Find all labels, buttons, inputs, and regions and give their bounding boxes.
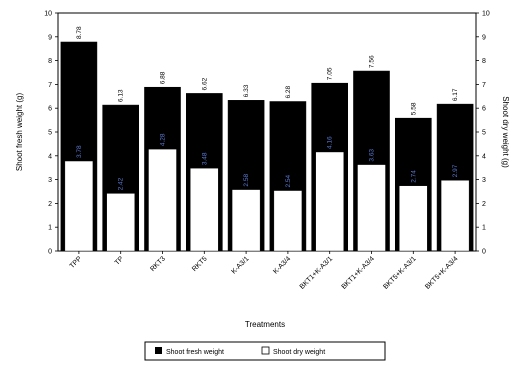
y-tick-label-right: 2 bbox=[482, 201, 486, 208]
data-label-dry: 4.28 bbox=[160, 133, 167, 146]
data-label-fresh: 6.33 bbox=[243, 84, 250, 97]
legend-label-fresh: Shoot fresh weight bbox=[166, 349, 224, 356]
bar-dry-weight bbox=[315, 151, 344, 252]
y-tick-label-right: 3 bbox=[482, 177, 486, 184]
y-tick-label-left: 0 bbox=[48, 249, 52, 256]
y-tick-label-right: 6 bbox=[482, 106, 486, 113]
data-label-dry: 2.58 bbox=[243, 174, 250, 187]
bar-dry-weight bbox=[64, 160, 94, 252]
data-label-fresh: 5.58 bbox=[410, 102, 417, 115]
data-label-dry: 3.48 bbox=[201, 152, 208, 165]
y-tick-label-right: 8 bbox=[482, 58, 486, 65]
bar-dry-weight bbox=[231, 189, 261, 252]
data-label-dry: 2.74 bbox=[410, 170, 417, 183]
legend-swatch-dry bbox=[261, 346, 270, 355]
data-label-fresh: 7.05 bbox=[327, 67, 334, 80]
y-tick-label-left: 6 bbox=[48, 106, 52, 113]
bar-dry-weight bbox=[399, 185, 428, 252]
data-label-fresh: 6.13 bbox=[118, 89, 125, 102]
y-tick-label-right: 7 bbox=[482, 82, 486, 89]
data-label-fresh: 8.78 bbox=[76, 26, 83, 39]
y-tick-label-right: 5 bbox=[482, 130, 486, 137]
legend: Shoot fresh weight Shoot dry weight bbox=[144, 341, 386, 361]
bar-dry-weight bbox=[190, 167, 219, 252]
y-tick-label-right: 0 bbox=[482, 249, 486, 256]
data-label-fresh: 6.62 bbox=[201, 77, 208, 90]
y-tick-label-left: 8 bbox=[48, 58, 52, 65]
y-tick-label-right: 9 bbox=[482, 34, 486, 41]
data-label-dry: 2.54 bbox=[285, 175, 292, 188]
bar-dry-weight bbox=[357, 164, 386, 252]
legend-label-dry: Shoot dry weight bbox=[273, 349, 325, 356]
data-label-dry: 3.78 bbox=[76, 145, 83, 158]
y-tick-label-left: 9 bbox=[48, 34, 52, 41]
y-tick-label-right: 4 bbox=[482, 153, 486, 160]
bar-dry-weight bbox=[440, 180, 470, 252]
y-tick-label-right: 1 bbox=[482, 225, 486, 232]
y-tick-label-left: 5 bbox=[48, 130, 52, 137]
bar-dry-weight bbox=[148, 148, 177, 252]
data-label-fresh: 6.17 bbox=[452, 88, 459, 101]
y-tick-label-left: 10 bbox=[44, 11, 52, 18]
y-axis-title-right: Shoot dry weight (g) bbox=[501, 96, 510, 168]
bar-dry-weight bbox=[273, 190, 303, 252]
data-label-dry: 3.63 bbox=[369, 149, 376, 162]
legend-swatch-fresh bbox=[155, 347, 162, 354]
y-tick-label-left: 1 bbox=[48, 225, 52, 232]
y-tick-label-left: 3 bbox=[48, 177, 52, 184]
data-label-fresh: 6.88 bbox=[160, 71, 167, 84]
bar-dry-weight bbox=[106, 193, 135, 252]
y-tick-label-left: 7 bbox=[48, 82, 52, 89]
data-label-dry: 2.97 bbox=[452, 164, 459, 177]
x-axis-title: Treatments bbox=[245, 320, 285, 329]
x-tick-label: TP bbox=[114, 255, 126, 267]
y-tick-label-left: 2 bbox=[48, 201, 52, 208]
data-label-fresh: 6.28 bbox=[285, 86, 292, 99]
data-label-dry: 2.42 bbox=[118, 177, 125, 190]
y-tick-label-left: 4 bbox=[48, 153, 52, 160]
data-label-dry: 4.16 bbox=[327, 136, 334, 149]
y-axis-title-left: Shoot fresh weight (g) bbox=[15, 93, 24, 172]
data-label-fresh: 7.56 bbox=[369, 55, 376, 68]
y-tick-label-right: 10 bbox=[482, 11, 490, 18]
